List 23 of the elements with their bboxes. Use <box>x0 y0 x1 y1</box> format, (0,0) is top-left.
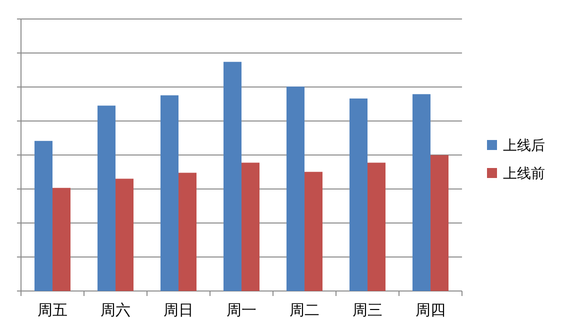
bar <box>242 162 260 291</box>
legend-label: 上线前 <box>503 165 545 181</box>
x-tick-label: 周三 <box>352 302 382 319</box>
bar <box>430 155 448 291</box>
bar <box>368 162 386 291</box>
bar <box>224 62 242 291</box>
bar <box>304 172 322 291</box>
x-tick-label: 周二 <box>290 302 320 319</box>
bar <box>178 172 196 291</box>
x-tick-label: 周六 <box>100 302 130 319</box>
x-tick-label: 周五 <box>38 302 68 319</box>
bar <box>34 140 52 291</box>
bar <box>350 98 368 291</box>
x-tick-label: 周四 <box>416 302 446 319</box>
bar <box>116 178 134 291</box>
bar <box>98 106 116 291</box>
x-tick-label: 周日 <box>164 302 194 319</box>
x-tick-label: 周一 <box>226 302 256 319</box>
bar <box>52 188 70 291</box>
bar <box>160 95 178 291</box>
bar <box>412 94 430 291</box>
bar <box>286 86 304 291</box>
legend-label: 上线后 <box>503 137 545 153</box>
